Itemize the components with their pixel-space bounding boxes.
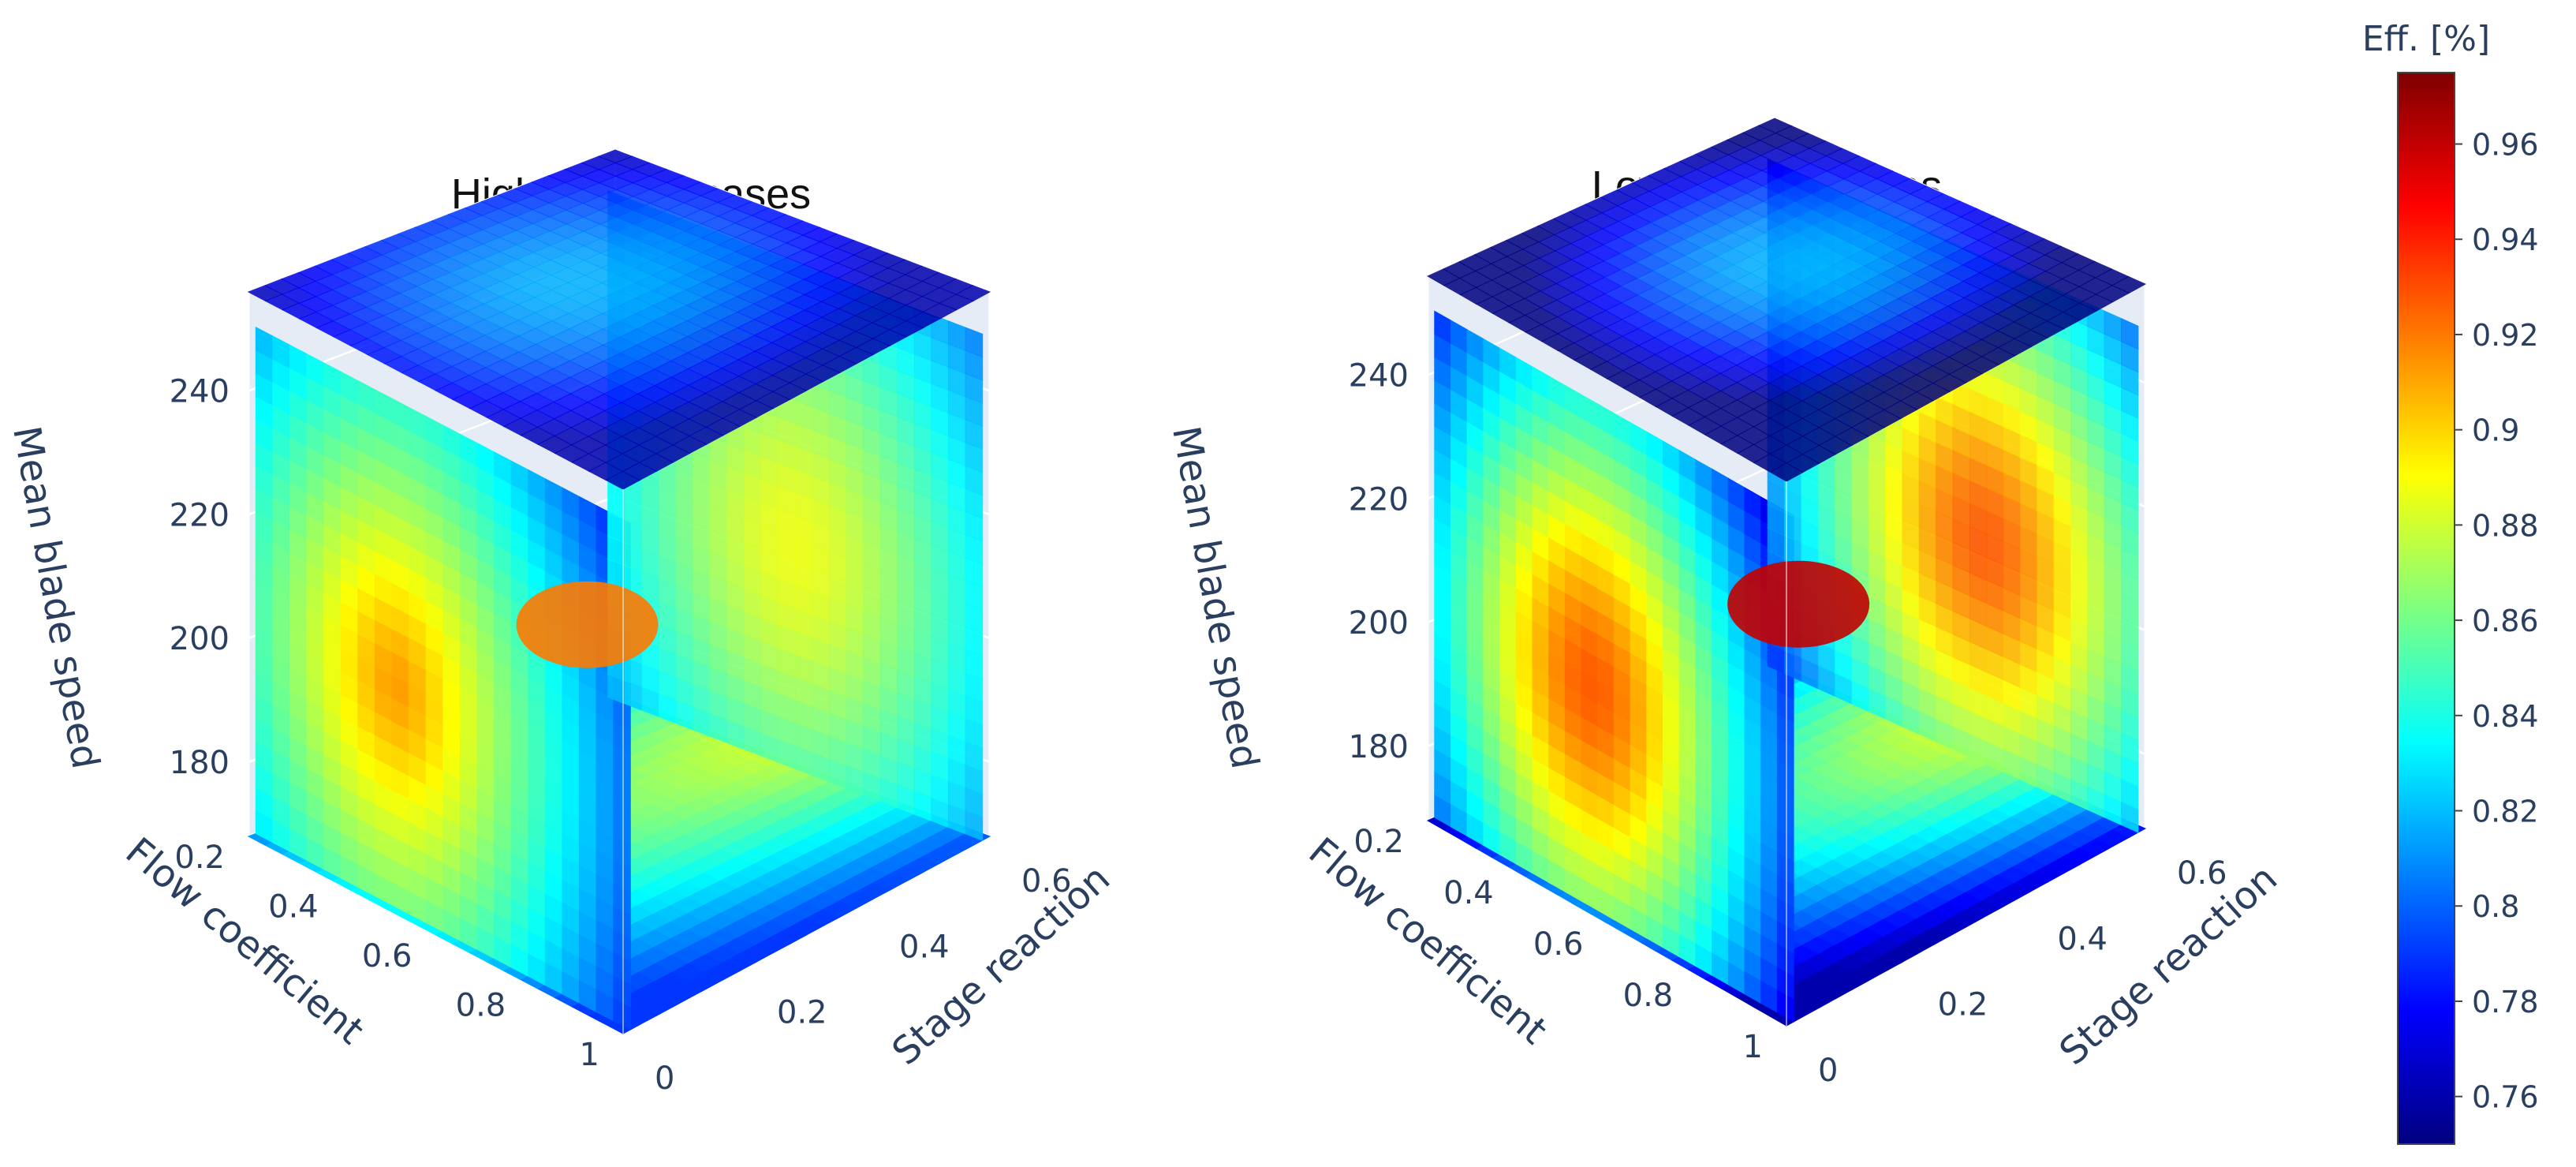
colorbar-tick-label: 0.92 (2472, 318, 2539, 353)
y-tick-label: 0.2 (777, 995, 827, 1031)
colorbar-tick-label: 0.8 (2472, 889, 2519, 924)
colorbar: Eff. [%] 0.76 0.78 0.8 0.82 0.84 0.86 0.88 0.9 0.… (2362, 19, 2539, 1145)
y-tick-label: 0.4 (899, 929, 950, 965)
iso-cell (2111, 275, 2147, 294)
z-tick-label: 180 (170, 745, 230, 781)
iso-cell (955, 285, 991, 301)
isosurface (1426, 118, 2147, 1027)
colorbar-tick-label: 0.76 (2472, 1080, 2539, 1115)
iso-cell (965, 327, 984, 358)
colorbar-title: Eff. [%] (2362, 19, 2490, 59)
isosurface (247, 149, 991, 1034)
colorbar-tick-label: 0.86 (2472, 604, 2539, 638)
x-tick-label: 0.6 (1533, 926, 1584, 963)
colorbar-tick-label: 0.84 (2472, 699, 2539, 734)
colorbar-gradient (2397, 72, 2455, 1145)
x-tick-label: 0.2 (1353, 824, 1404, 860)
colorbar-tick-label: 0.78 (2472, 985, 2539, 1019)
colorbar-tick-label: 0.9 (2472, 413, 2519, 448)
peak-region (1727, 560, 1870, 648)
iso-cell (2121, 317, 2139, 350)
x-tick-label: 0.6 (362, 938, 413, 974)
panel-low-loading[interactable]: 180 200 220 240 0.2 0.4 0.6 0.8 1 0 0.2 0.4 0.6 Mean … (1163, 116, 2287, 1089)
y-axis-title: Stage reaction (2051, 856, 2287, 1074)
x-tick-label: 0.4 (268, 889, 319, 926)
z-tick-label: 200 (170, 621, 230, 657)
y-tick-label: 0.2 (1938, 987, 1988, 1023)
colorbar-tick-label: 0.82 (2472, 795, 2539, 829)
y-tick-label: 0.6 (1021, 863, 1072, 900)
x-tick-label: 1 (1743, 1029, 1763, 1065)
y-tick-label: 0 (655, 1060, 674, 1097)
z-tick-label: 240 (1349, 357, 1409, 394)
x-tick-label: 0.4 (1443, 875, 1494, 911)
y-tick-label: 0.4 (2057, 921, 2107, 957)
z-axis-title: Mean blade speed (4, 423, 107, 772)
z-tick-label: 240 (170, 373, 230, 410)
x-tick-label: 1 (580, 1037, 599, 1073)
x-tick-label: 0.2 (174, 840, 225, 876)
x-tick-label: 0.8 (1623, 978, 1674, 1014)
z-tick-label: 200 (1349, 605, 1409, 641)
z-tick-label: 220 (1349, 481, 1409, 518)
y-tick-label: 0 (1818, 1053, 1838, 1089)
z-axis-title: Mean blade speed (1163, 423, 1267, 772)
colorbar-tick-label: 0.96 (2472, 128, 2539, 163)
colorbar-tick-label: 0.94 (2472, 223, 2539, 257)
z-tick-label: 180 (1349, 729, 1409, 765)
x-tick-label: 0.8 (456, 988, 506, 1024)
z-tick-label: 220 (170, 497, 230, 533)
peak-region (516, 581, 659, 668)
panel-high-loading[interactable]: 180 200 220 240 0.2 0.4 0.6 0.8 1 0 0.2 0.4 0.6 Mean … (4, 148, 1118, 1097)
y-tick-label: 0.6 (2177, 855, 2227, 892)
colorbar-tick-label: 0.88 (2472, 508, 2539, 543)
